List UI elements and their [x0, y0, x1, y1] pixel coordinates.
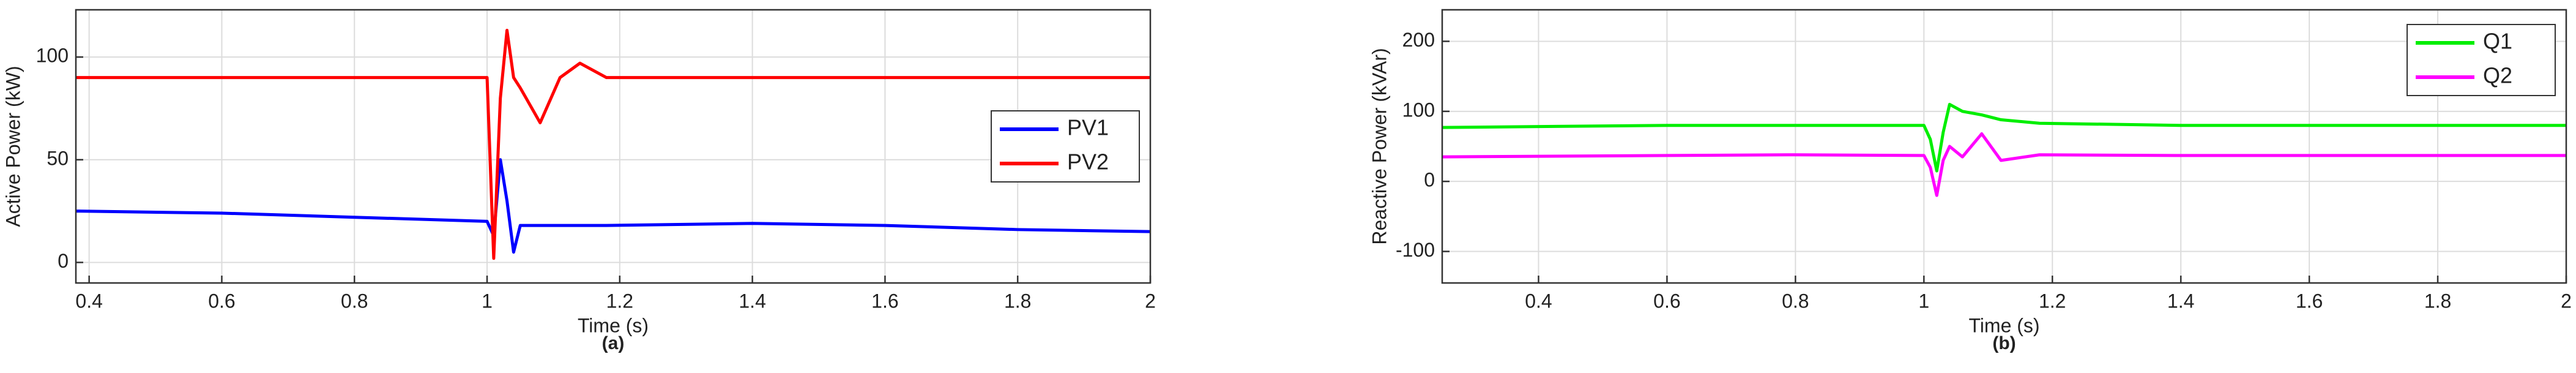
- series-line: [1442, 102, 2566, 173]
- legend-label: PV1: [1067, 115, 1109, 140]
- x-tick-label: 0.8: [1782, 290, 1809, 312]
- x-tick-label: 1.2: [606, 290, 633, 312]
- series-line: [76, 29, 1150, 260]
- plot: 0.4 0.6 0.8 1 1.2 1.4 1.6 1.8 2 -100 0 100 200 Time (…: [1368, 9, 2572, 353]
- x-tick-label: 1.4: [2167, 290, 2194, 312]
- x-tick-label: 1.2: [2039, 290, 2066, 312]
- y-tick-label: 100: [1402, 99, 1435, 121]
- y-axis-label: Reactive Power (kVAr): [1368, 48, 1390, 244]
- y-tick-label: 0: [1424, 169, 1435, 191]
- caption: (b): [1992, 333, 2016, 353]
- plot: 0.4 0.6 0.8 1 1.2 1.4 1.6 1.8 2 0 50 100 Time (s)(a)…: [2, 9, 1156, 353]
- x-tick-label: 1: [482, 290, 493, 312]
- x-axis-label: Time (s): [1968, 314, 2039, 336]
- plot-frame: [1441, 9, 2567, 284]
- x-tick-label: 1.8: [2424, 290, 2451, 312]
- x-tick-label: 1.6: [871, 290, 898, 312]
- y-tick-label: 100: [36, 45, 69, 67]
- series-line: [75, 158, 1151, 254]
- legend-box: [991, 110, 1140, 183]
- y-tick-label: 0: [58, 250, 69, 272]
- x-axis-label: Time (s): [578, 314, 649, 336]
- x-tick-label: 2: [2561, 290, 2572, 312]
- legend-label: PV2: [1067, 149, 1109, 175]
- x-tick-label: 0.6: [208, 290, 235, 312]
- x-tick-label: 1.6: [2296, 290, 2323, 312]
- plot-frame: [75, 9, 1152, 284]
- caption: (a): [602, 333, 625, 353]
- x-tick-label: 1.8: [1004, 290, 1031, 312]
- x-tick-label: 0.6: [1653, 290, 1680, 312]
- x-tick-label: 1.4: [739, 290, 765, 312]
- legend-label: Q2: [2483, 63, 2512, 88]
- legend-box: [2407, 24, 2556, 96]
- y-tick-label: -100: [1396, 239, 1435, 261]
- y-tick-label: 200: [1402, 29, 1435, 51]
- series-line: [1442, 132, 2566, 197]
- x-tick-label: 1: [1918, 290, 1929, 312]
- plot-area: [76, 10, 1150, 283]
- plot-area: [1442, 10, 2566, 283]
- y-axis-label: Active Power (kW): [2, 66, 24, 227]
- x-tick-label: 0.8: [341, 290, 368, 312]
- x-tick-label: 0.4: [75, 290, 102, 312]
- legend-label: Q1: [2483, 29, 2512, 54]
- y-tick-label: 50: [47, 147, 69, 169]
- x-tick-label: 0.4: [1525, 290, 1552, 312]
- x-tick-label: 2: [1145, 290, 1156, 312]
